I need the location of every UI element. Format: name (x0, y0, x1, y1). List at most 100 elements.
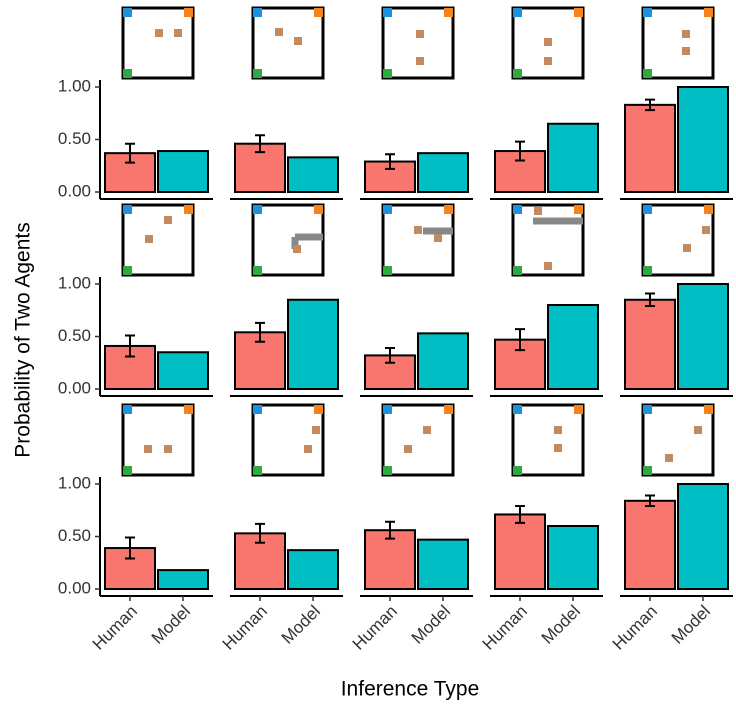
y-tick-label: 1.00 (58, 76, 91, 95)
corner-green (383, 69, 392, 78)
agent-dot (164, 445, 172, 453)
bar (157, 351, 209, 390)
agent-dot (694, 426, 702, 434)
agent-dot (416, 30, 424, 38)
corner-blue (643, 405, 652, 414)
error-bar (255, 321, 265, 343)
error-bar (385, 347, 395, 364)
corner-blue (383, 205, 392, 214)
x-axis-title: Inference Type (341, 678, 480, 701)
bar (624, 103, 676, 193)
bar (494, 513, 546, 591)
error-bar (125, 142, 135, 164)
x-tick-label: Human (89, 602, 141, 654)
agent-dot (682, 47, 690, 55)
x-tick-label: Model (668, 602, 714, 648)
bar (417, 152, 469, 193)
diagram-frame (121, 403, 195, 477)
corner-orange (704, 205, 713, 214)
bar (677, 483, 729, 590)
corner-green (123, 466, 132, 475)
diagram-frame (641, 6, 715, 80)
agent-dot (414, 226, 422, 234)
error-bar (255, 522, 265, 544)
corner-blue (253, 8, 262, 17)
corner-orange (444, 8, 453, 17)
corner-orange (444, 205, 453, 214)
bar (547, 304, 599, 390)
agent-dot (423, 426, 431, 434)
x-tick-label: Model (538, 602, 584, 648)
y-tick-label: 0.00 (58, 181, 91, 200)
y-tick-label: 1.00 (58, 473, 91, 492)
corner-blue (253, 205, 262, 214)
corner-orange (184, 8, 193, 17)
agent-dot (702, 226, 710, 234)
diagram-frame (641, 403, 715, 477)
x-tick-label: Human (349, 602, 401, 654)
bar (157, 150, 209, 194)
agent-dot (665, 454, 673, 462)
agent-dot (682, 30, 690, 38)
bar (287, 156, 339, 194)
agent-dot (404, 445, 412, 453)
corner-orange (574, 8, 583, 17)
corner-green (643, 69, 652, 78)
agent-dot (416, 57, 424, 65)
error-bar (385, 153, 395, 170)
bar (287, 549, 339, 591)
diagram-frame (511, 6, 585, 80)
corner-orange (444, 405, 453, 414)
corner-blue (123, 405, 132, 414)
agent-dot (155, 29, 163, 37)
corner-orange (314, 405, 323, 414)
corner-orange (184, 405, 193, 414)
y-tick-label: 1.00 (58, 273, 91, 292)
corner-blue (643, 8, 652, 17)
x-tick-label: Human (609, 602, 661, 654)
agent-dot (294, 37, 302, 45)
agent-dot (544, 262, 552, 270)
agent-dot (534, 207, 542, 215)
agent-dot (312, 426, 320, 434)
agent-dot (174, 29, 182, 37)
y-axis-title: Probability of Two Agents (12, 222, 35, 457)
agent-dot (544, 38, 552, 46)
x-tick-label: Human (219, 602, 271, 654)
bar (677, 86, 729, 193)
x-tick-label: Model (148, 602, 194, 648)
diagram-frame (641, 203, 715, 277)
bar (157, 569, 209, 590)
x-tick-label: Model (408, 602, 454, 648)
diagram-frame (381, 203, 455, 277)
agent-dot (164, 216, 172, 224)
agent-dot (275, 28, 283, 36)
agent-dot (144, 445, 152, 453)
bar (677, 283, 729, 390)
bar (624, 298, 676, 390)
diagram-frame (251, 6, 325, 80)
bar (364, 529, 416, 591)
corner-orange (704, 8, 713, 17)
error-bar (125, 536, 135, 560)
y-tick-label: 0.00 (58, 578, 91, 597)
agent-dot (434, 234, 442, 242)
corner-orange (314, 205, 323, 214)
corner-blue (123, 8, 132, 17)
error-bar (515, 328, 525, 352)
corner-green (513, 69, 522, 78)
bar (417, 538, 469, 591)
y-tick-label: 0.50 (58, 326, 91, 345)
bar (417, 332, 469, 391)
corner-orange (574, 205, 583, 214)
diagram-frame (511, 203, 585, 277)
agent-dot (544, 57, 552, 65)
bar (624, 499, 676, 590)
corner-green (643, 466, 652, 475)
agent-dot (554, 426, 562, 434)
corner-green (513, 466, 522, 475)
agent-dot (293, 245, 301, 253)
corner-orange (314, 8, 323, 17)
diagram-frame (381, 403, 455, 477)
